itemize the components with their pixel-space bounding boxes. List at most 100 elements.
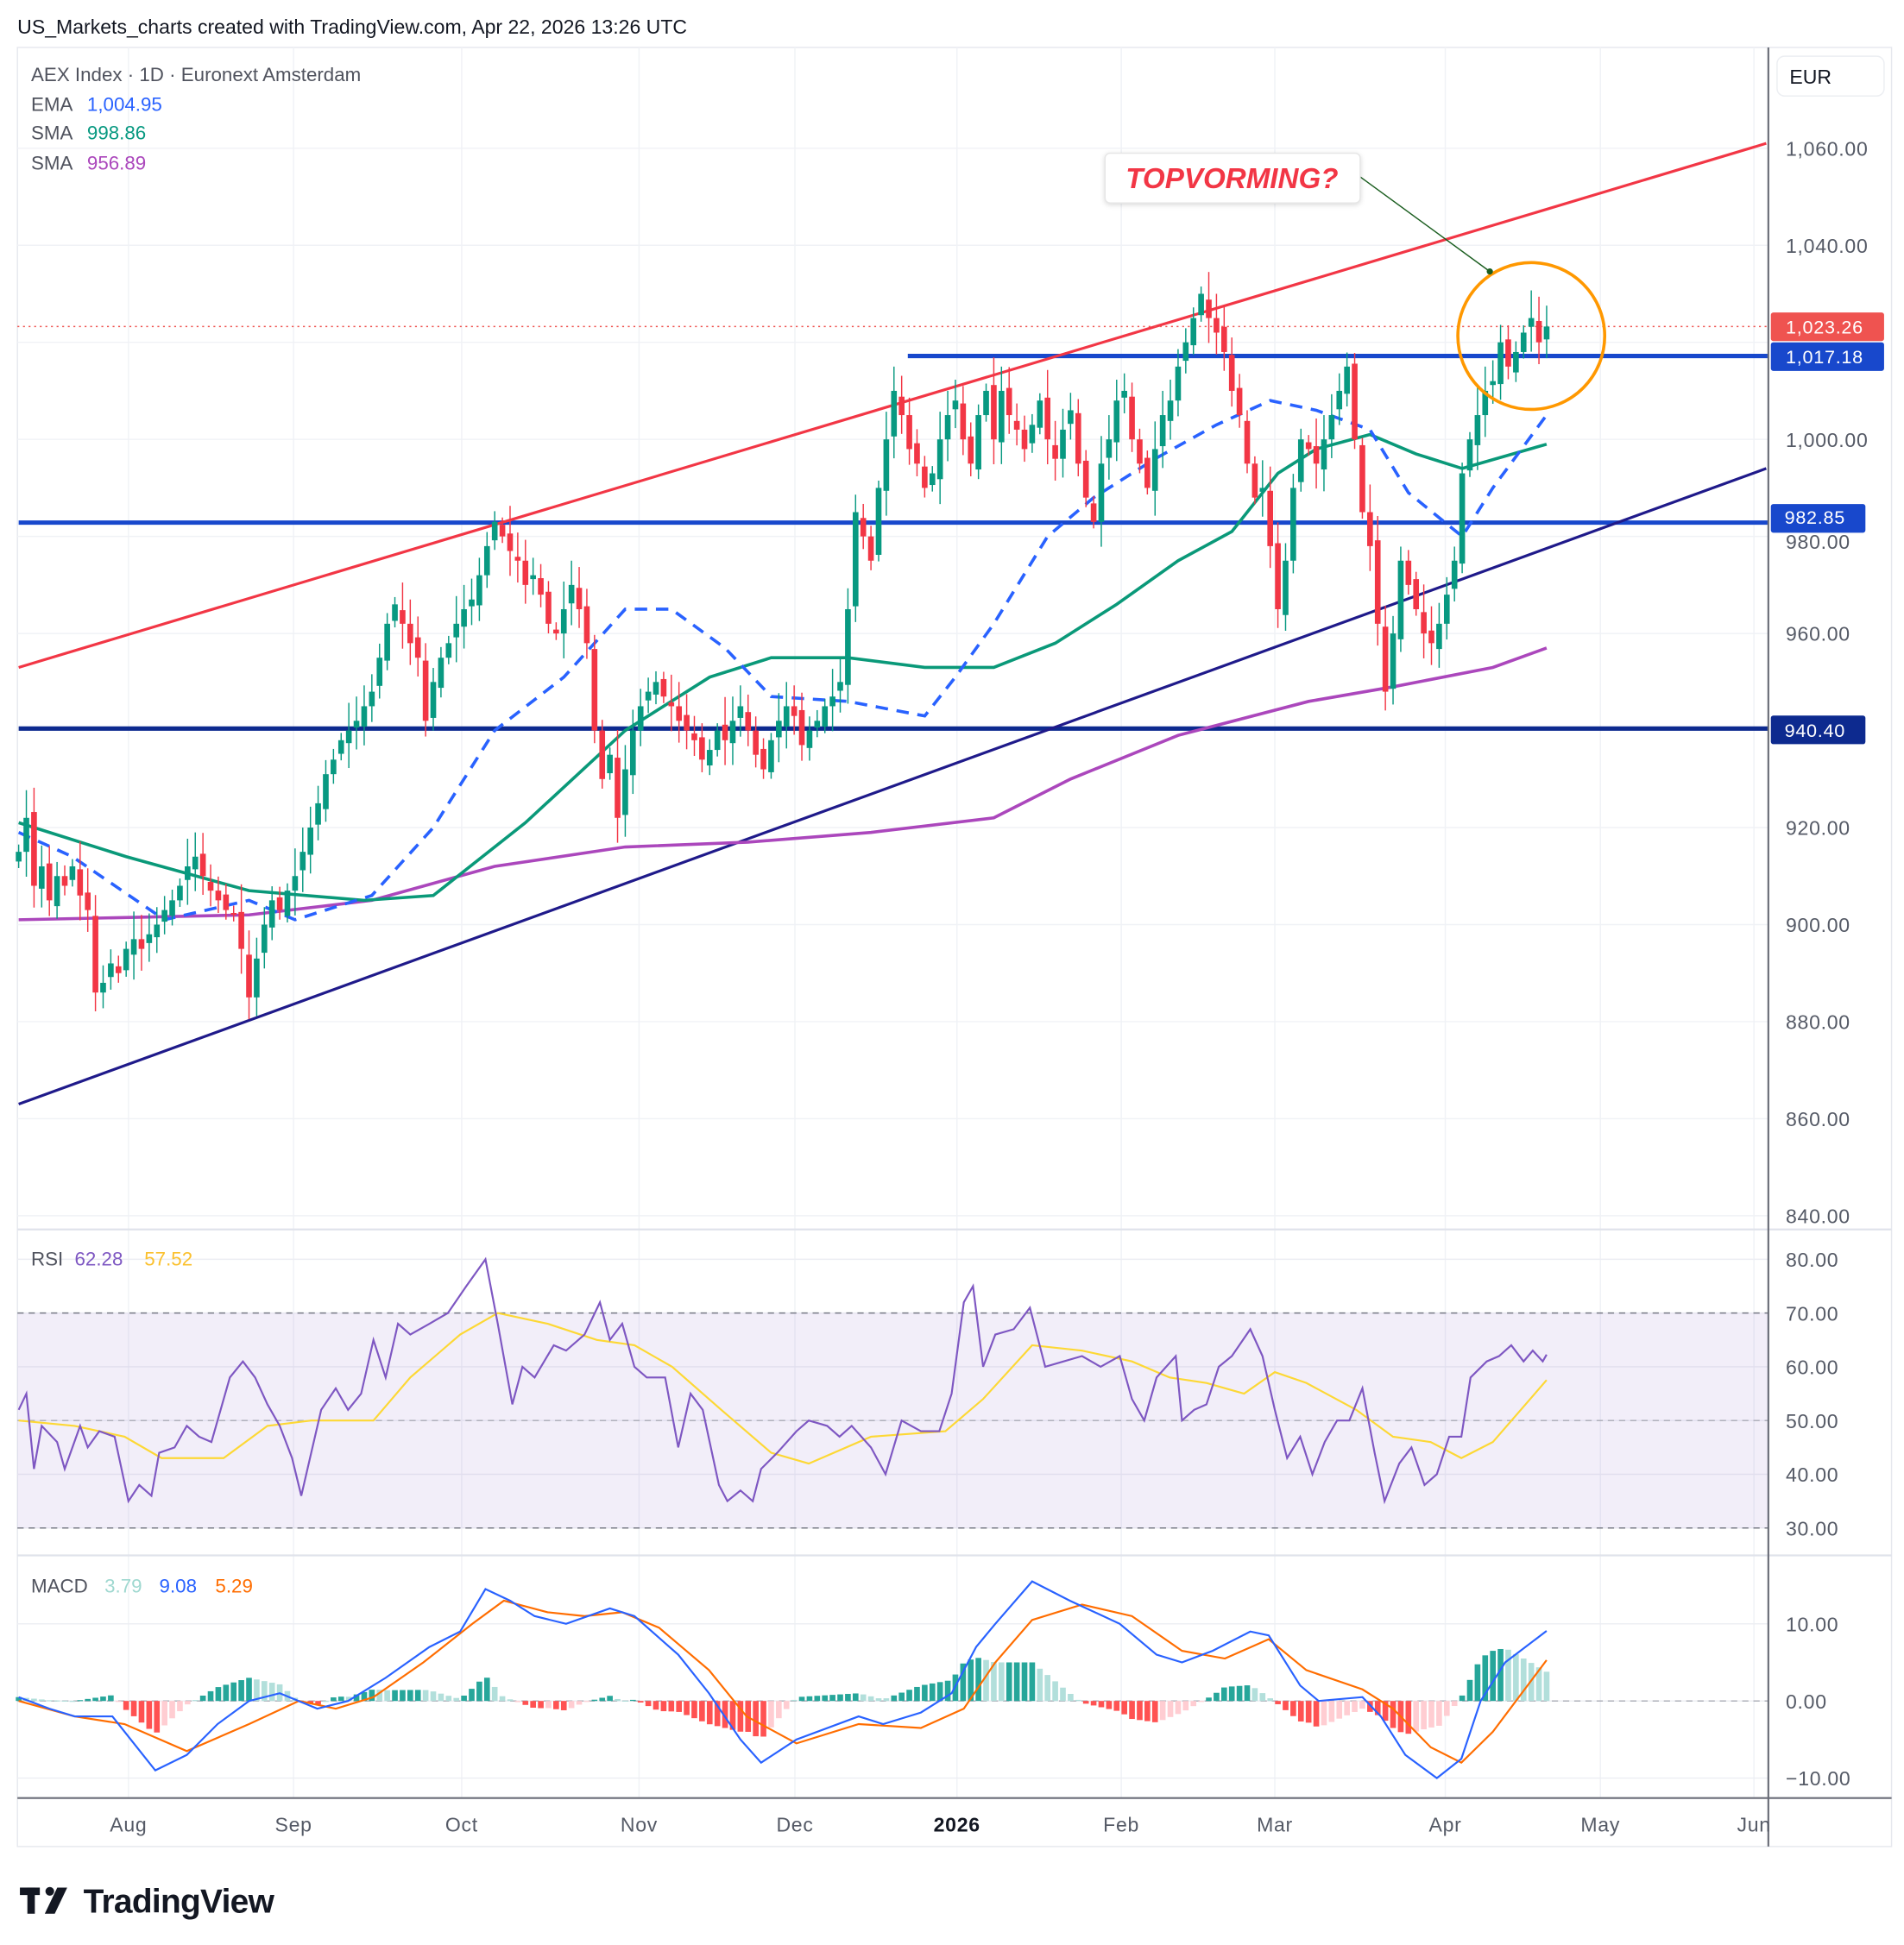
candle[interactable] [960, 386, 967, 456]
candle[interactable] [1113, 380, 1120, 462]
candle[interactable] [699, 723, 705, 772]
candle[interactable] [1151, 421, 1158, 516]
candle[interactable] [1013, 403, 1020, 446]
candle[interactable] [1336, 373, 1343, 425]
candle[interactable] [637, 689, 644, 746]
candle[interactable] [806, 716, 813, 761]
candle[interactable] [852, 494, 859, 622]
candle[interactable] [1466, 431, 1473, 477]
candle[interactable] [1390, 615, 1396, 705]
candle[interactable] [507, 506, 514, 576]
candle[interactable] [469, 578, 475, 626]
candle[interactable] [1397, 546, 1404, 652]
candle[interactable] [944, 390, 951, 462]
candle[interactable] [438, 646, 444, 698]
candle[interactable] [906, 397, 912, 465]
candle[interactable] [860, 503, 867, 550]
candle[interactable] [768, 733, 774, 779]
candle[interactable] [16, 844, 22, 868]
candle[interactable] [522, 539, 529, 604]
candle[interactable] [553, 622, 559, 640]
candle[interactable] [545, 581, 552, 633]
candle[interactable] [737, 685, 744, 737]
candle[interactable] [292, 848, 299, 916]
candle[interactable] [284, 883, 291, 922]
candle[interactable] [1305, 435, 1312, 456]
candle[interactable] [476, 557, 482, 621]
candle[interactable] [706, 739, 713, 776]
candle[interactable] [829, 669, 835, 732]
candle[interactable] [983, 383, 989, 422]
candle[interactable] [875, 480, 882, 562]
candle[interactable] [238, 884, 244, 974]
candle[interactable] [1405, 550, 1412, 595]
candle[interactable] [1029, 413, 1036, 453]
candle[interactable] [69, 859, 76, 887]
candle[interactable] [952, 380, 959, 429]
candle[interactable] [684, 694, 690, 750]
candle[interactable] [1259, 460, 1266, 517]
candle[interactable] [530, 557, 536, 595]
candle[interactable] [146, 913, 153, 962]
candle[interactable] [1328, 393, 1335, 458]
candle[interactable] [461, 584, 467, 649]
candle[interactable] [867, 526, 874, 570]
candle[interactable] [1474, 387, 1481, 470]
candle[interactable] [760, 738, 766, 779]
candle[interactable] [1220, 305, 1227, 371]
candle[interactable] [845, 588, 851, 704]
candle[interactable] [276, 886, 283, 920]
candle[interactable] [1443, 576, 1450, 640]
candle[interactable] [1482, 366, 1489, 437]
candle[interactable] [660, 671, 667, 703]
candle[interactable] [922, 456, 928, 498]
candle[interactable] [169, 890, 175, 926]
candle[interactable] [392, 596, 398, 628]
candle[interactable] [108, 949, 114, 990]
candle[interactable] [54, 861, 60, 919]
candle[interactable] [92, 895, 98, 1011]
candle[interactable] [591, 634, 598, 744]
candle[interactable] [1505, 325, 1511, 380]
candle[interactable] [1044, 369, 1051, 465]
candle[interactable] [1528, 290, 1535, 352]
candle[interactable] [491, 511, 498, 551]
candle[interactable] [1198, 286, 1204, 322]
candle[interactable] [1190, 307, 1197, 356]
sma50-label[interactable]: SMA [31, 123, 73, 144]
candle[interactable] [1228, 337, 1235, 407]
candle[interactable] [891, 366, 898, 459]
candle[interactable] [999, 366, 1005, 464]
candle[interactable] [115, 955, 122, 983]
candle[interactable] [968, 422, 974, 476]
candle[interactable] [1106, 415, 1113, 480]
candle[interactable] [1251, 456, 1258, 505]
candle[interactable] [345, 702, 352, 769]
candle[interactable] [560, 581, 567, 658]
candle[interactable] [1175, 349, 1182, 417]
candle[interactable] [668, 674, 675, 732]
candle[interactable] [1037, 393, 1043, 435]
candle[interactable] [307, 806, 313, 874]
candle[interactable] [31, 787, 37, 908]
candle[interactable] [837, 658, 843, 713]
candle[interactable] [1267, 466, 1274, 569]
candle[interactable] [776, 693, 782, 763]
ema-label[interactable]: EMA [31, 94, 73, 116]
rsi-label[interactable]: RSI [31, 1249, 63, 1270]
candle[interactable] [975, 404, 981, 480]
candle[interactable] [85, 868, 91, 932]
candle[interactable] [1428, 606, 1434, 665]
candle[interactable] [323, 759, 329, 822]
candle[interactable] [576, 567, 583, 628]
candle[interactable] [653, 670, 659, 705]
candle[interactable] [753, 716, 759, 768]
candle[interactable] [100, 965, 106, 1009]
candle[interactable] [445, 635, 452, 664]
candle[interactable] [369, 674, 375, 722]
candle[interactable] [1206, 272, 1212, 343]
candle[interactable] [1290, 474, 1296, 574]
candle[interactable] [1297, 428, 1304, 492]
candle[interactable] [407, 599, 413, 665]
candle[interactable] [1129, 382, 1135, 452]
